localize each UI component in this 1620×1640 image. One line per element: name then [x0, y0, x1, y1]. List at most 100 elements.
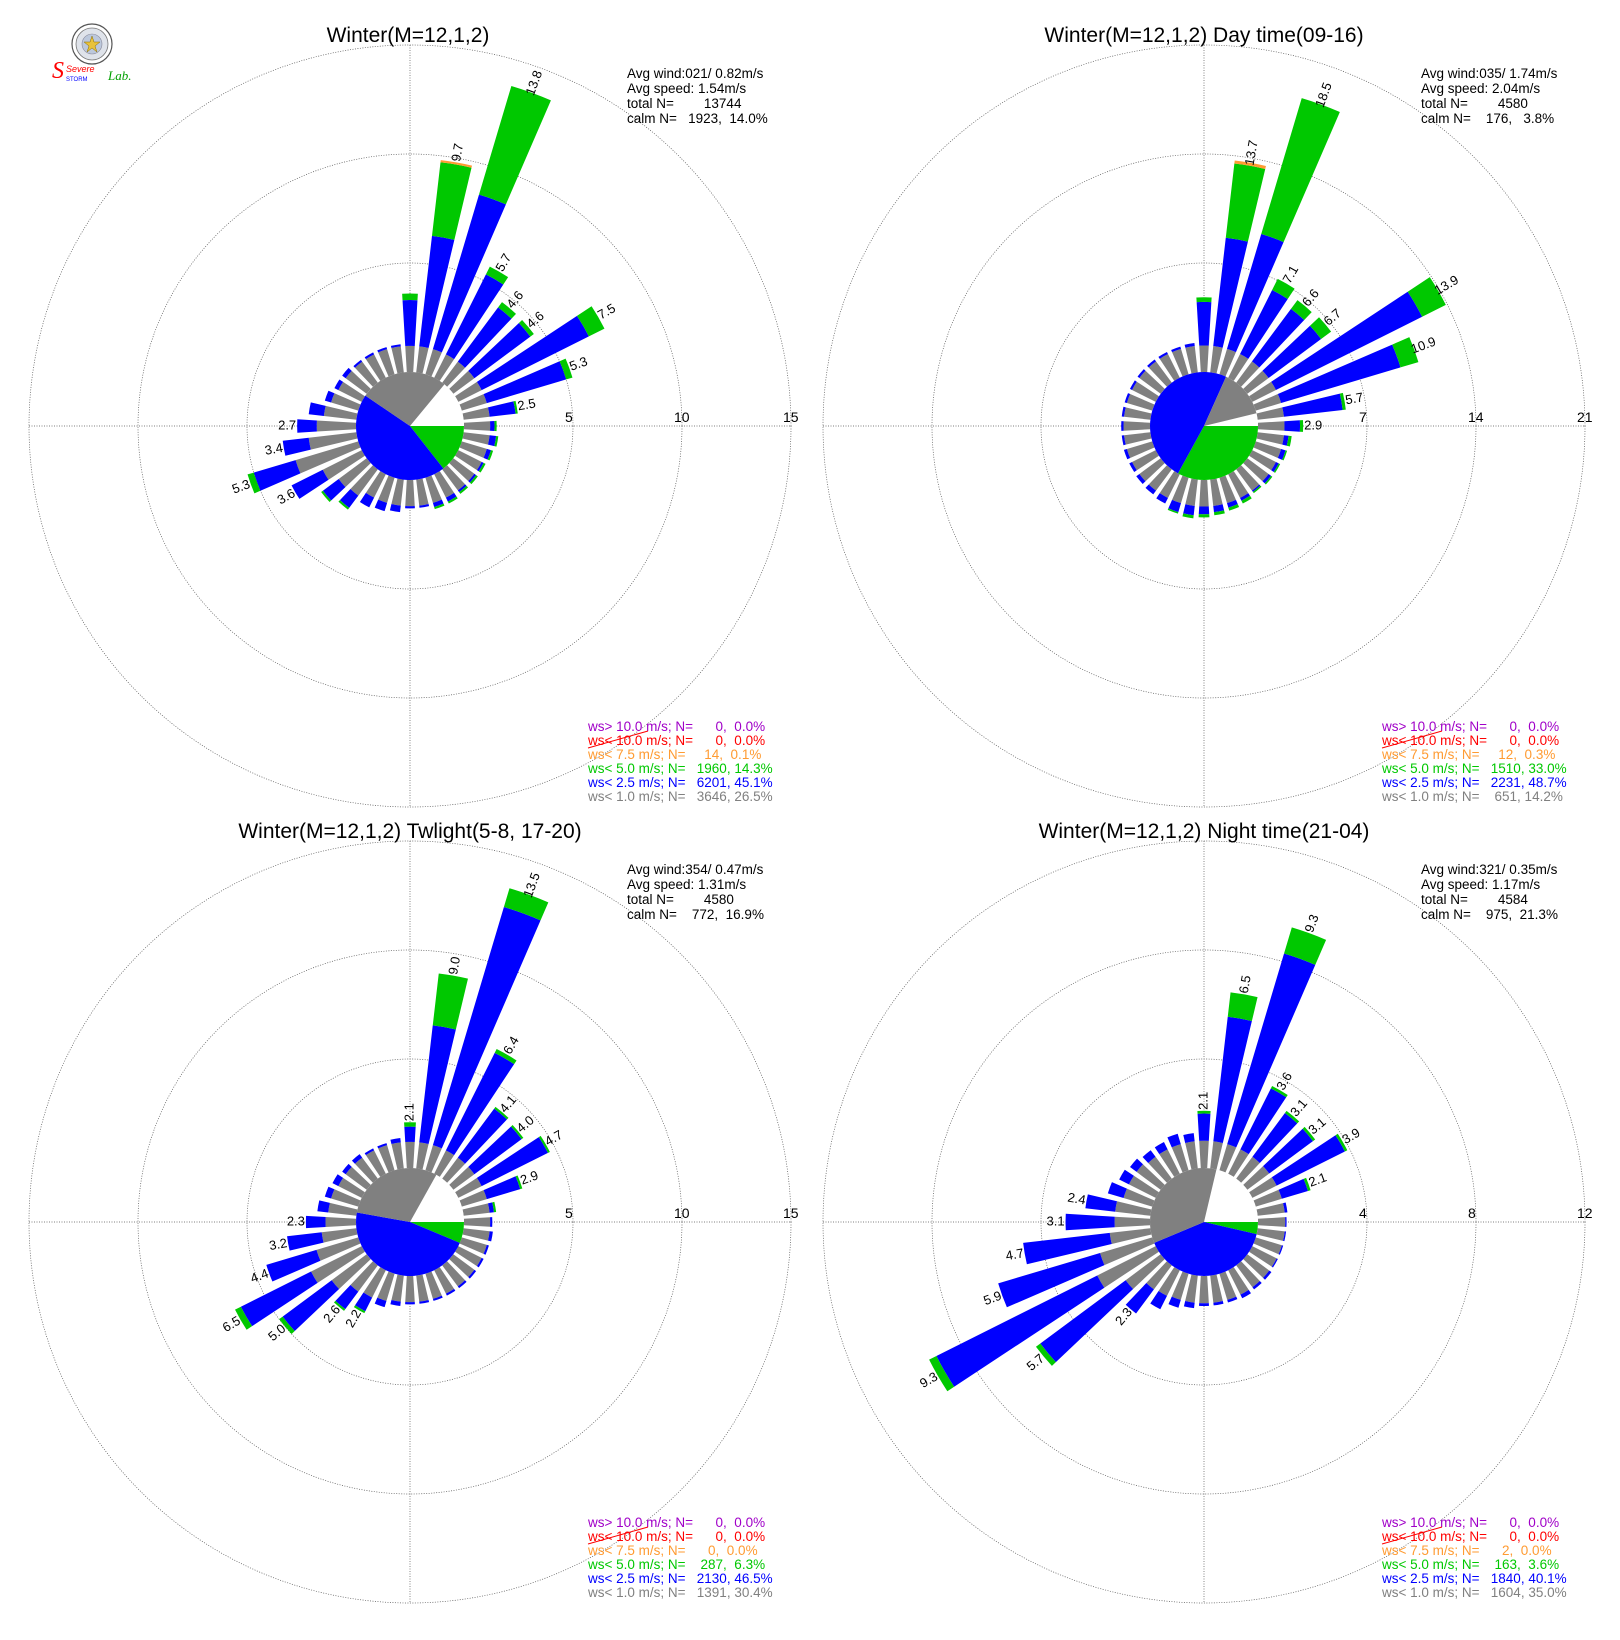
logo-severe: Severe [66, 64, 95, 74]
petal-blue-segment [1285, 1217, 1287, 1227]
petal-blue-segment [1251, 308, 1305, 368]
petal-blue-segment [1282, 393, 1343, 417]
petal-gray-segment [1132, 381, 1159, 402]
petal-gray-segment [1125, 1254, 1165, 1290]
petal-blue-segment [1198, 506, 1210, 515]
petal-gray-segment [365, 354, 386, 381]
petal-gray-segment [1185, 346, 1198, 374]
petal-gray-segment [1256, 1228, 1285, 1241]
petal-green-segment [1282, 450, 1288, 461]
petal-blue-segment [374, 499, 388, 512]
petal-blue-segment [253, 460, 301, 491]
stats-line: Avg speed: 1.31m/s [627, 877, 746, 892]
petal-gray-segment [462, 1203, 490, 1216]
petal-gray-segment [1171, 1144, 1189, 1173]
petal-green-segment [1252, 485, 1262, 494]
petal-gray-segment [1199, 345, 1209, 373]
petal-green-segment [279, 1316, 295, 1334]
petal-green-segment [1167, 508, 1179, 514]
petal-green-segment [321, 490, 332, 503]
ring-label: 21 [1577, 409, 1593, 425]
range-ring [28, 44, 792, 808]
petal-gray-segment [1249, 381, 1276, 402]
petal-gray-segment [442, 465, 466, 491]
petal-gray-segment [1253, 1237, 1282, 1255]
petal-gray-segment [455, 1246, 482, 1267]
petal-gray-segment [442, 1157, 466, 1183]
petal-gray-segment [416, 1142, 429, 1170]
petal-label: 2.4 [1067, 1190, 1087, 1208]
petal-green-segment [353, 1305, 366, 1314]
petal-blue-segment [297, 419, 317, 433]
petal-gray-segment [1123, 1188, 1155, 1207]
petal-blue-segment [1252, 1113, 1298, 1163]
petal-gray-segment [1253, 394, 1282, 411]
petal-blue-segment [1158, 351, 1168, 359]
petal-green-segment [1309, 317, 1332, 340]
petal-green-segment [1290, 300, 1312, 321]
legend-entry: ws< 7.5 m/s; N= 0, 0.0% [587, 1543, 758, 1558]
petal-label: 5.7 [1344, 389, 1364, 407]
petal-green-segment [513, 400, 518, 414]
petal-blue-segment [490, 1217, 493, 1227]
petal-blue-segment [1213, 1301, 1224, 1306]
pie-slice-blue [1154, 1222, 1257, 1277]
petal-gray-segment [1185, 1141, 1198, 1170]
petal-gray-segment [316, 420, 357, 432]
petal-gray-segment [1243, 370, 1269, 394]
petal-green-segment [1303, 1177, 1311, 1192]
petal-green-segment [515, 1175, 523, 1190]
petal-gray-segment [1136, 1164, 1165, 1190]
petal-gray-segment [462, 407, 490, 420]
petal-blue-segment [468, 473, 477, 483]
petal-blue-segment [377, 347, 388, 353]
petal-blue-segment [405, 506, 415, 509]
petal-gray-segment [1219, 1144, 1237, 1173]
petal-green-segment [478, 462, 486, 473]
petal-gray-segment [405, 1141, 415, 1169]
legend-entry: ws< 2.5 m/s; N= 2231, 48.7% [1381, 775, 1567, 790]
petal-green-segment [431, 162, 472, 240]
petal-blue-segment [1240, 1289, 1251, 1299]
petal-blue-segment [1284, 420, 1301, 432]
legend-strike [1381, 1526, 1443, 1545]
petal-green-segment [487, 450, 494, 461]
legend-entry: ws> 10.0 m/s; N= 0, 0.0% [1381, 1515, 1559, 1530]
petal-gray-segment [416, 1274, 429, 1302]
panel-title: Winter(M=12,1,2) Day time(09-16) [1044, 24, 1363, 47]
petal-gray-segment [1114, 1216, 1151, 1228]
petal-gray-segment [1210, 1141, 1223, 1170]
legend-entry: ws< 5.0 m/s; N= 163, 3.6% [1381, 1557, 1559, 1572]
petal-blue-segment [1277, 448, 1286, 460]
petal-gray-segment [449, 370, 475, 394]
petal-gray-segment [434, 1150, 455, 1177]
pie-slice-gray [1150, 1168, 1217, 1243]
petal-blue-segment [432, 499, 444, 507]
petal-blue-segment [1121, 435, 1126, 446]
petal-blue-segment [1123, 448, 1131, 460]
petal-green-segment [1264, 475, 1273, 485]
petal-gray-segment [1139, 458, 1165, 482]
petal-gray-segment [350, 465, 378, 496]
legend-entry: ws< 2.5 m/s; N= 2130, 46.5% [587, 1571, 773, 1586]
severe-storm-lab-logo: S Severe STORM Lab. [50, 22, 150, 88]
petal-blue-segment [483, 1176, 521, 1200]
petal-blue-segment [1271, 291, 1423, 390]
petal-blue-segment [282, 437, 311, 456]
petal-blue-segment [1226, 499, 1238, 508]
pie-slice-blue [356, 1212, 460, 1276]
petal-green-segment [1035, 1343, 1056, 1366]
petal-gray-segment [416, 346, 429, 374]
petal-gray-segment [455, 381, 482, 402]
petal-label: 2.9 [518, 1167, 540, 1187]
panel-title: Winter(M=12,1,2) Night time(21-04) [1039, 820, 1370, 843]
petal-green-segment [1407, 277, 1446, 317]
petal-blue-segment [390, 1299, 401, 1306]
petal-blue-segment [457, 307, 512, 368]
petal-gray-segment [434, 1267, 455, 1294]
petal-green-segment [1227, 992, 1258, 1022]
petal-gray-segment [434, 354, 455, 381]
petal-green-segment [494, 1106, 509, 1120]
petal-gray-segment [328, 1202, 358, 1216]
petal-gray-segment [459, 441, 487, 458]
